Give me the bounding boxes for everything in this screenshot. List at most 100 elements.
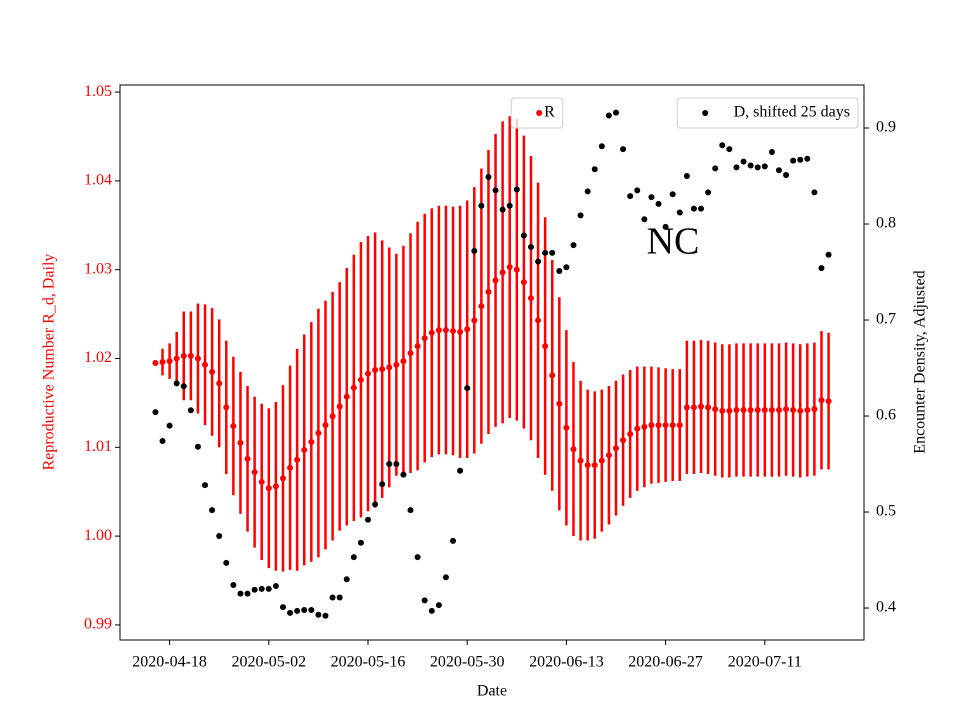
point bbox=[506, 264, 513, 271]
point bbox=[747, 162, 754, 169]
y-tick-label: 0.99 bbox=[84, 616, 112, 633]
point bbox=[492, 277, 499, 284]
point bbox=[244, 455, 251, 462]
point bbox=[804, 407, 811, 414]
point bbox=[520, 279, 527, 286]
y-tick-label: 1.02 bbox=[84, 349, 112, 366]
point bbox=[464, 326, 471, 333]
y-tick-label: 1.04 bbox=[84, 172, 112, 189]
point bbox=[478, 303, 485, 310]
point bbox=[414, 343, 421, 350]
point bbox=[542, 249, 549, 256]
point bbox=[393, 361, 400, 368]
point bbox=[775, 407, 782, 414]
point bbox=[662, 422, 669, 429]
point bbox=[322, 612, 329, 619]
point bbox=[457, 467, 464, 474]
point bbox=[563, 264, 570, 271]
plot-frame bbox=[119, 84, 865, 641]
point bbox=[315, 611, 322, 618]
point bbox=[705, 404, 712, 411]
point bbox=[414, 554, 421, 561]
y-axis-label: Reproductive Number R_d, Daily bbox=[41, 254, 58, 471]
point bbox=[435, 327, 442, 334]
point bbox=[230, 422, 237, 429]
point bbox=[719, 407, 726, 414]
point bbox=[577, 457, 584, 464]
point bbox=[683, 173, 690, 180]
point bbox=[152, 409, 159, 416]
point bbox=[159, 437, 166, 444]
point bbox=[187, 407, 194, 414]
y-tick-label: 1.03 bbox=[84, 260, 112, 277]
y2-tick-label: 0.5 bbox=[876, 503, 896, 520]
point bbox=[790, 157, 797, 164]
point bbox=[790, 407, 797, 414]
point bbox=[202, 361, 209, 368]
point bbox=[556, 400, 563, 407]
point bbox=[216, 533, 223, 540]
x-tick-label: 2020-05-02 bbox=[231, 654, 306, 671]
legend-label: R bbox=[544, 104, 555, 121]
point bbox=[549, 249, 556, 256]
point bbox=[712, 406, 719, 413]
point bbox=[478, 202, 485, 209]
point bbox=[549, 372, 556, 379]
legend-label: D, shifted 25 days bbox=[734, 104, 850, 121]
point bbox=[287, 609, 294, 616]
point bbox=[676, 209, 683, 216]
point bbox=[648, 194, 655, 201]
point bbox=[173, 380, 180, 387]
x-axis-label: Date bbox=[477, 683, 507, 700]
point bbox=[598, 143, 605, 150]
point bbox=[570, 446, 577, 453]
point bbox=[683, 404, 690, 411]
point bbox=[598, 457, 605, 464]
x-tick-label: 2020-07-11 bbox=[728, 654, 802, 671]
point bbox=[457, 328, 464, 335]
point bbox=[499, 269, 506, 276]
legend-box bbox=[676, 97, 859, 129]
point bbox=[464, 385, 471, 392]
point bbox=[698, 403, 705, 410]
point bbox=[265, 585, 272, 592]
y2-tick-label: 0.9 bbox=[876, 119, 896, 136]
point bbox=[768, 407, 775, 414]
point bbox=[797, 156, 804, 163]
point bbox=[634, 425, 641, 432]
point bbox=[733, 164, 740, 171]
point bbox=[535, 258, 542, 265]
point bbox=[754, 407, 761, 414]
point bbox=[279, 475, 286, 482]
point bbox=[428, 329, 435, 336]
point bbox=[209, 507, 216, 514]
y2-axis-label: Encounter Density, Adjusted bbox=[912, 270, 929, 453]
point bbox=[712, 165, 719, 172]
point bbox=[740, 158, 747, 165]
point bbox=[499, 206, 506, 213]
point bbox=[825, 251, 832, 258]
point bbox=[365, 370, 371, 377]
point bbox=[520, 232, 527, 239]
series bbox=[152, 116, 832, 572]
point bbox=[258, 478, 265, 485]
point bbox=[620, 146, 627, 153]
point bbox=[230, 581, 237, 588]
point bbox=[450, 537, 457, 544]
point bbox=[761, 407, 768, 414]
point bbox=[357, 376, 364, 383]
point bbox=[251, 469, 258, 476]
point bbox=[676, 422, 683, 429]
point bbox=[591, 166, 598, 173]
point bbox=[485, 288, 492, 295]
point bbox=[733, 407, 740, 414]
point bbox=[804, 155, 811, 162]
point bbox=[620, 437, 627, 444]
point bbox=[223, 404, 230, 411]
y-tick-label: 1.01 bbox=[84, 438, 112, 455]
point bbox=[783, 172, 790, 179]
point bbox=[322, 422, 329, 429]
point bbox=[343, 576, 350, 583]
y2-tick-label: 0.8 bbox=[876, 215, 896, 232]
point bbox=[400, 358, 407, 365]
